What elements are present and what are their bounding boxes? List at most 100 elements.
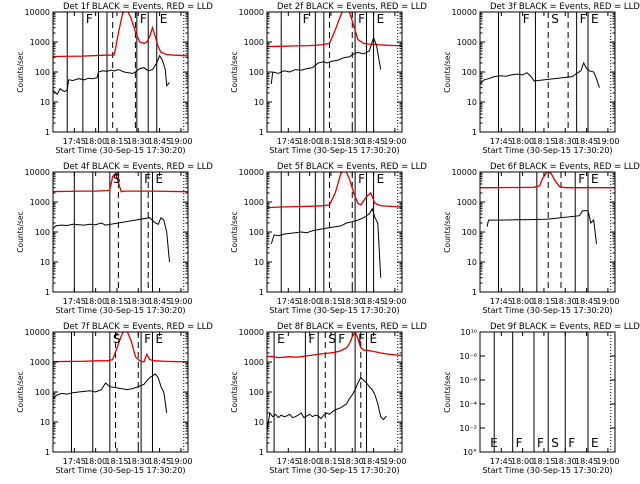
y-tick-label: 10 xyxy=(467,258,477,267)
x-tick-label: 18:45 xyxy=(575,297,598,306)
x-tick-label: 18:30 xyxy=(554,297,577,306)
interval-marker-label: E xyxy=(277,332,285,346)
events-line xyxy=(53,373,168,414)
y-tick-label: 1 xyxy=(45,128,50,137)
plot-title: Det 5f BLACK = Events, RED = LLD xyxy=(277,162,427,172)
x-tick-label: 17:45 xyxy=(277,297,300,306)
detector-plot-2: Det 2f BLACK = Events, RED = LLD17:4518:… xyxy=(230,2,427,155)
y-tick-label: 100 xyxy=(249,228,264,237)
x-tick-label: 18:30 xyxy=(341,297,364,306)
interval-marker-label: F xyxy=(578,172,585,186)
x-tick-label: 17:45 xyxy=(277,137,300,146)
y-tick-label: 10 xyxy=(40,418,50,427)
y-tick-label: 10000 xyxy=(452,8,477,17)
y-tick-label: 10000 xyxy=(239,328,264,337)
x-tick-label: 18:15 xyxy=(532,457,555,466)
plot-title: Det 6f BLACK = Events, RED = LLD xyxy=(490,162,640,172)
interval-marker-label: F xyxy=(358,172,365,186)
interval-marker-label: F xyxy=(580,12,587,26)
lld-line xyxy=(267,332,402,359)
y-tick-label: 1000 xyxy=(30,198,50,207)
x-axis-label: Start Time (30-Sep-15 17:30:20) xyxy=(269,146,399,155)
x-tick-label: 18:15 xyxy=(532,297,555,306)
y-tick-label: 10000 xyxy=(25,328,50,337)
x-axis-label: Start Time (30-Sep-15 17:30:20) xyxy=(269,466,399,475)
interval-marker-label: E xyxy=(155,172,163,186)
events-line xyxy=(270,36,382,84)
y-tick-label: 10 xyxy=(40,258,50,267)
x-tick-label: 18:15 xyxy=(105,137,128,146)
y-tick-label: 1 xyxy=(45,448,50,457)
interval-marker-label: E xyxy=(160,12,168,26)
x-tick-label: 18:45 xyxy=(362,297,385,306)
x-tick-label: 19:00 xyxy=(383,137,406,146)
interval-marker-label: F xyxy=(523,12,530,26)
x-tick-label: 18:30 xyxy=(127,137,150,146)
x-tick-label: 18:00 xyxy=(84,457,107,466)
lld-line xyxy=(480,172,615,189)
x-tick-label: 18:00 xyxy=(511,457,534,466)
plot-axes-frame xyxy=(266,331,403,453)
interval-marker-label: E xyxy=(490,436,498,450)
x-tick-label: 18:45 xyxy=(148,457,171,466)
lld-line xyxy=(267,172,402,209)
x-tick-label: 18:15 xyxy=(532,137,555,146)
interval-marker-label: S xyxy=(551,12,559,26)
plot-title: Det 7f BLACK = Events, RED = LLD xyxy=(63,322,213,332)
y-axis-label: Counts/sec xyxy=(230,371,239,412)
plot-title: Det 4f BLACK = Events, RED = LLD xyxy=(63,162,213,172)
x-tick-label: 18:30 xyxy=(554,137,577,146)
y-tick-label: 1000 xyxy=(457,38,477,47)
x-tick-label: 19:00 xyxy=(169,297,192,306)
interval-marker-label: S xyxy=(113,172,121,186)
interval-marker-label: S xyxy=(328,332,336,346)
plot-axes-frame xyxy=(52,11,189,133)
x-tick-label: 19:00 xyxy=(169,457,192,466)
x-tick-label: 18:45 xyxy=(148,137,171,146)
x-tick-label: 17:45 xyxy=(63,137,86,146)
x-tick-label: 18:00 xyxy=(511,137,534,146)
plot-title: Det 1f BLACK = Events, RED = LLD xyxy=(63,2,213,12)
plot-axes-frame xyxy=(479,331,616,453)
interval-marker-label: E xyxy=(591,436,599,450)
y-tick-label: 1 xyxy=(259,448,264,457)
interval-marker-label: E xyxy=(155,332,163,346)
x-tick-label: 18:30 xyxy=(127,297,150,306)
y-tick-label: 10000 xyxy=(452,168,477,177)
plot-axes-frame xyxy=(52,331,189,453)
y-tick-label: 1000 xyxy=(457,198,477,207)
y-tick-label: 10⁻² xyxy=(459,424,477,433)
x-tick-label: 18:45 xyxy=(575,457,598,466)
y-axis-label: Counts/sec xyxy=(443,371,452,412)
y-tick-label: 1 xyxy=(45,288,50,297)
x-tick-label: 18:00 xyxy=(298,457,321,466)
y-tick-label: 1000 xyxy=(30,358,50,367)
x-tick-label: 17:45 xyxy=(63,297,86,306)
x-tick-label: 18:45 xyxy=(148,297,171,306)
lld-line xyxy=(53,12,188,58)
x-tick-label: 18:15 xyxy=(319,137,342,146)
detector-plot-3: Det 3f BLACK = Events, RED = LLD17:4518:… xyxy=(443,2,640,155)
interval-marker-label: S xyxy=(113,332,121,346)
x-tick-label: 18:15 xyxy=(319,457,342,466)
y-tick-label: 10¹⁰ xyxy=(460,328,477,337)
y-tick-label: 10⁻⁸ xyxy=(459,352,477,361)
plot-axes-frame xyxy=(479,11,616,133)
x-axis-label: Start Time (30-Sep-15 17:30:20) xyxy=(55,306,185,315)
lld-line xyxy=(53,172,188,193)
y-tick-label: 1000 xyxy=(30,38,50,47)
plot-title: Det 9f BLACK = Events, RED = LLD xyxy=(490,322,640,332)
y-tick-label: 1000 xyxy=(244,38,264,47)
y-tick-label: 10000 xyxy=(239,168,264,177)
x-tick-label: 17:45 xyxy=(277,457,300,466)
y-tick-label: 100 xyxy=(249,388,264,397)
x-tick-label: 18:15 xyxy=(319,297,342,306)
x-tick-label: 17:45 xyxy=(490,457,513,466)
interval-marker-label: E xyxy=(369,332,377,346)
interval-marker-label: F xyxy=(358,332,365,346)
detector-plot-8: Det 8f BLACK = Events, RED = LLD17:4518:… xyxy=(230,322,427,475)
interval-marker-label: F xyxy=(537,436,544,450)
y-axis-label: Counts/sec xyxy=(16,371,25,412)
y-tick-label: 10000 xyxy=(239,8,264,17)
